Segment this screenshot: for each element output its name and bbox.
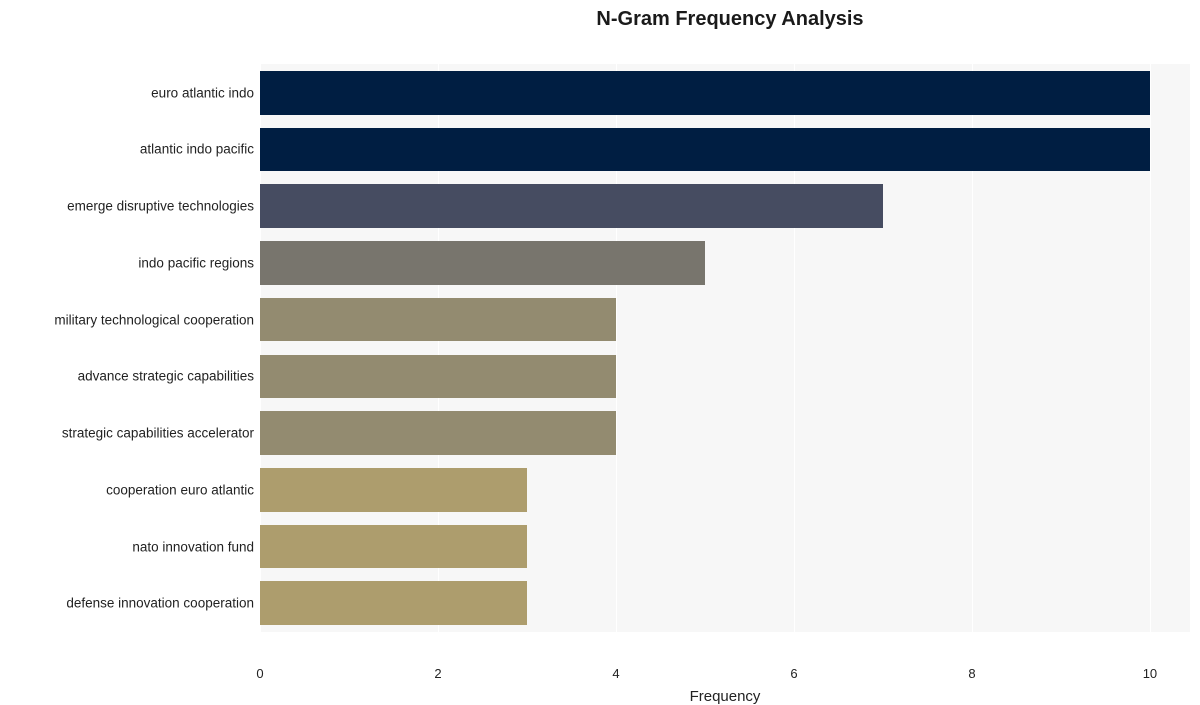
x-tick-label: 0 bbox=[256, 666, 263, 681]
bar-0 bbox=[260, 71, 1150, 115]
x-tick-label: 2 bbox=[434, 666, 441, 681]
bar-8 bbox=[260, 525, 527, 569]
chart-title: N-Gram Frequency Analysis bbox=[0, 0, 1200, 31]
bar-7 bbox=[260, 468, 527, 512]
bar-5 bbox=[260, 355, 616, 399]
bar-4 bbox=[260, 298, 616, 342]
y-tick-label: nato innovation fund bbox=[4, 539, 254, 554]
y-tick-label: atlantic indo pacific bbox=[4, 142, 254, 157]
x-tick-label: 8 bbox=[968, 666, 975, 681]
bar-2 bbox=[260, 184, 883, 228]
y-tick-label: euro atlantic indo bbox=[4, 85, 254, 100]
bar-1 bbox=[260, 128, 1150, 172]
y-tick-label: defense innovation cooperation bbox=[4, 596, 254, 611]
y-tick-label: indo pacific regions bbox=[4, 255, 254, 270]
y-tick-label: strategic capabilities accelerator bbox=[4, 426, 254, 441]
bar-6 bbox=[260, 411, 616, 455]
bar-3 bbox=[260, 241, 705, 285]
x-axis-label: Frequency bbox=[690, 688, 761, 705]
ngram-chart: N-Gram Frequency Analysis Frequency euro… bbox=[0, 0, 1200, 701]
y-tick-label: advance strategic capabilities bbox=[4, 369, 254, 384]
bar-9 bbox=[260, 581, 527, 625]
x-tick-label: 10 bbox=[1143, 666, 1157, 681]
x-tick-label: 4 bbox=[612, 666, 619, 681]
plot-area bbox=[260, 36, 1190, 660]
y-tick-label: emerge disruptive technologies bbox=[4, 199, 254, 214]
x-tick-label: 6 bbox=[790, 666, 797, 681]
y-tick-label: cooperation euro atlantic bbox=[4, 482, 254, 497]
y-tick-label: military technological cooperation bbox=[4, 312, 254, 327]
